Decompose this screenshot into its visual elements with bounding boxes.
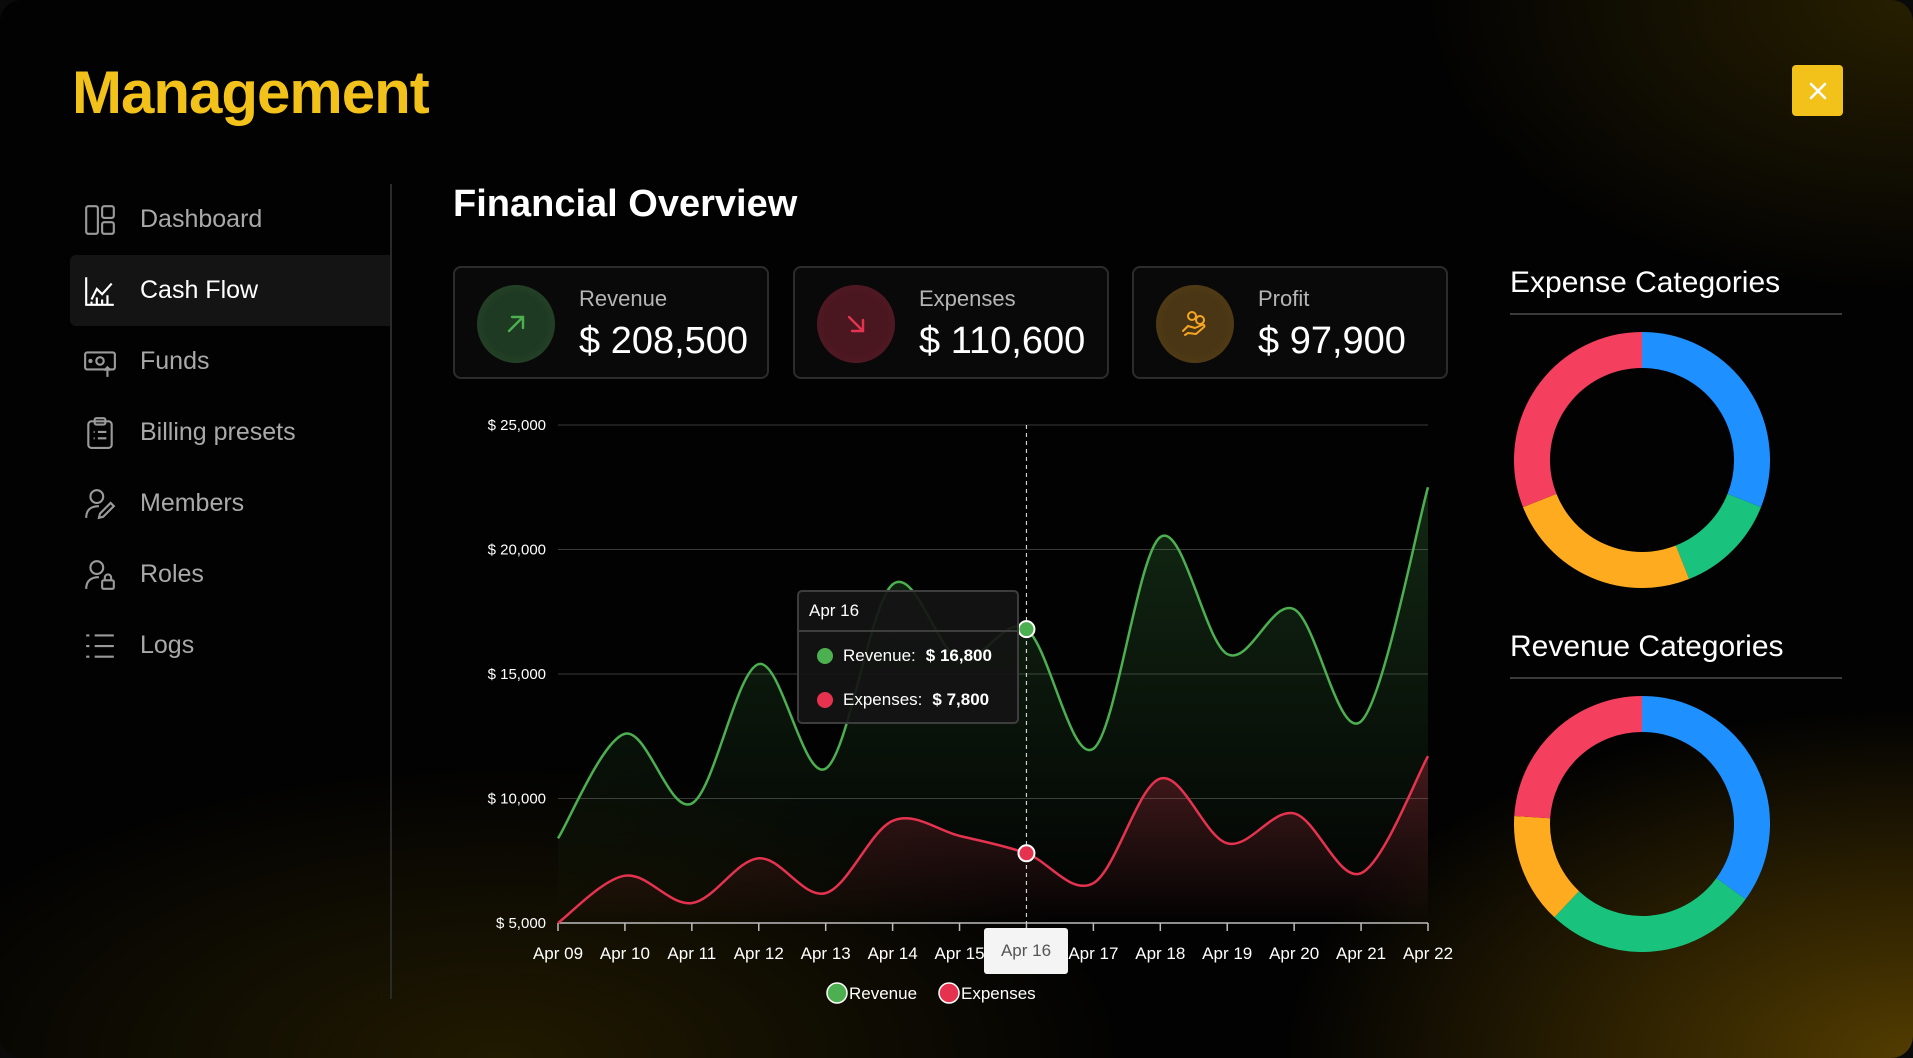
- card-value: $ 97,900: [1258, 320, 1406, 362]
- expense-categories-title: Expense Categories: [1510, 266, 1781, 299]
- legend-revenue-label: Revenue: [849, 984, 917, 1003]
- sidebar-item-logs[interactable]: Logs: [70, 610, 390, 681]
- expenses-dot: [817, 692, 833, 708]
- donut-slice: [1554, 877, 1746, 952]
- sidebar-item-label: Funds: [140, 347, 210, 375]
- close-icon: [1809, 82, 1826, 99]
- donut-slice: [1514, 332, 1643, 508]
- close-button[interactable]: [1792, 65, 1843, 116]
- x-tick-label: Apr 19: [1202, 944, 1252, 963]
- donut-slice: [1514, 815, 1580, 918]
- sidebar-item-funds[interactable]: Funds: [70, 326, 390, 397]
- y-tick-label: $ 10,000: [488, 791, 546, 808]
- donut-slice: [1675, 493, 1762, 580]
- tooltip-row-revenue: Revenue: $ 16,800: [817, 646, 992, 666]
- sidebar: Dashboard Cash Flow Funds Billing preset…: [70, 184, 390, 681]
- expenses-card: Expenses $ 110,600: [793, 266, 1109, 379]
- donut-slice: [1522, 493, 1690, 588]
- expenses-line: [557, 755, 1430, 925]
- revenue-highlight-point: [1017, 620, 1036, 639]
- donut-slice: [1641, 332, 1770, 508]
- tooltip-value: $ 16,800: [925, 646, 992, 665]
- sidebar-item-label: Logs: [140, 631, 195, 659]
- chart-tooltip: Apr 16 Revenue: $ 16,800 Expenses: $ 7,8…: [797, 590, 1019, 724]
- profit-card: Profit $ 97,900: [1132, 266, 1448, 379]
- y-tick-label: $ 20,000: [488, 542, 546, 559]
- sidebar-item-billing-presets[interactable]: Billing presets: [70, 397, 390, 468]
- hand-coins-icon: [1156, 285, 1234, 363]
- x-tick-label: Apr 22: [1403, 944, 1453, 963]
- legend-expenses-marker: [938, 982, 960, 1004]
- y-tick-label: $ 15,000: [488, 666, 546, 683]
- tooltip-label: Expenses:: [843, 690, 923, 709]
- sidebar-item-dashboard[interactable]: Dashboard: [70, 184, 390, 255]
- tooltip-row-expenses: Expenses: $ 7,800: [817, 690, 989, 710]
- x-tick-label: Apr 11: [667, 944, 716, 963]
- revenue-dot: [817, 648, 833, 664]
- x-tick-label: Apr 21: [1336, 944, 1386, 963]
- user-lock-icon: [82, 557, 118, 593]
- sidebar-item-cash-flow[interactable]: Cash Flow: [70, 255, 390, 326]
- donut-slice: [1641, 696, 1770, 900]
- legend-revenue-marker: [826, 982, 848, 1004]
- divider: [1510, 313, 1842, 315]
- x-tick-label: Apr 17: [1068, 944, 1118, 963]
- legend-expenses-label: Expenses: [961, 984, 1036, 1003]
- sidebar-item-members[interactable]: Members: [70, 468, 390, 539]
- brand-title: Management: [72, 59, 430, 126]
- list-icon: [82, 628, 118, 664]
- arrow-up-right-icon: [477, 285, 555, 363]
- user-edit-icon: [82, 486, 118, 522]
- chart-icon: [82, 273, 118, 309]
- card-value: $ 208,500: [579, 320, 749, 362]
- tooltip-label: Revenue:: [843, 646, 916, 665]
- y-tick-label: $ 5,000: [496, 915, 546, 932]
- sidebar-item-label: Billing presets: [140, 418, 296, 446]
- dashboard-icon: [82, 202, 118, 238]
- sidebar-item-label: Members: [140, 489, 245, 517]
- x-axis-crosshair-label: Apr 16: [984, 928, 1068, 974]
- x-tick-label: Apr 18: [1135, 944, 1185, 963]
- card-label: Profit: [1258, 286, 1310, 311]
- tooltip-value: $ 7,800: [932, 690, 990, 709]
- y-tick-label: $ 25,000: [488, 417, 546, 434]
- money-icon: [82, 344, 118, 380]
- x-tick-label: Apr 09: [533, 944, 583, 963]
- x-tick-label: Apr 13: [801, 944, 851, 963]
- x-tick-label: Apr 14: [868, 944, 918, 963]
- revenue-categories-title: Revenue Categories: [1510, 630, 1784, 663]
- x-tick-label: Apr 10: [600, 944, 650, 963]
- sidebar-item-label: Cash Flow: [140, 276, 259, 304]
- x-tick-label: Apr 15: [934, 944, 984, 963]
- page-title: Financial Overview: [453, 183, 798, 225]
- expenses-highlight-point: [1017, 844, 1036, 863]
- card-label: Revenue: [579, 286, 668, 311]
- card-value: $ 110,600: [919, 320, 1086, 362]
- divider: [1510, 677, 1842, 679]
- sidebar-item-label: Dashboard: [140, 205, 263, 233]
- sidebar-divider: [390, 184, 392, 999]
- tooltip-title: Apr 16: [799, 592, 1017, 632]
- sidebar-item-roles[interactable]: Roles: [70, 539, 390, 610]
- sidebar-item-label: Roles: [140, 560, 204, 588]
- clipboard-icon: [82, 415, 118, 451]
- card-label: Expenses: [919, 286, 1016, 311]
- donut-slice: [1514, 696, 1643, 819]
- expenses-area: [558, 756, 1428, 923]
- expense-categories-donut: [1514, 332, 1770, 588]
- x-tick-label: Apr 20: [1269, 944, 1319, 963]
- revenue-categories-donut: [1514, 696, 1770, 952]
- x-tick-label: Apr 12: [734, 944, 784, 963]
- arrow-down-right-icon: [817, 285, 895, 363]
- revenue-card: Revenue $ 208,500: [453, 266, 769, 379]
